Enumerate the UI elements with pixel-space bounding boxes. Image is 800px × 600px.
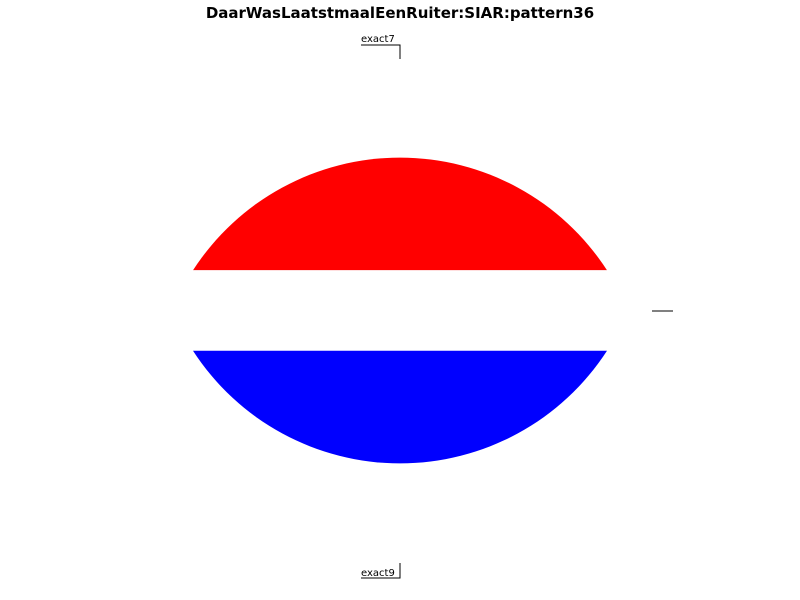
slice-label-2: exact9: [361, 568, 395, 579]
leader-line-0: [361, 44, 401, 59]
pie-slice-exact7: [193, 157, 607, 271]
slice-label-0: exact7: [361, 34, 395, 45]
pie-slices: [193, 157, 607, 464]
leader-lines: [361, 44, 673, 579]
pie-slice-exact9: [193, 350, 607, 464]
leader-line-2: [361, 563, 401, 579]
slice-labels: exact7 exact9: [361, 34, 395, 579]
pie-slice-1: [193, 270, 607, 351]
chart-title: DaarWasLaatstmaalEenRuiter:SIAR:pattern3…: [205, 4, 595, 22]
